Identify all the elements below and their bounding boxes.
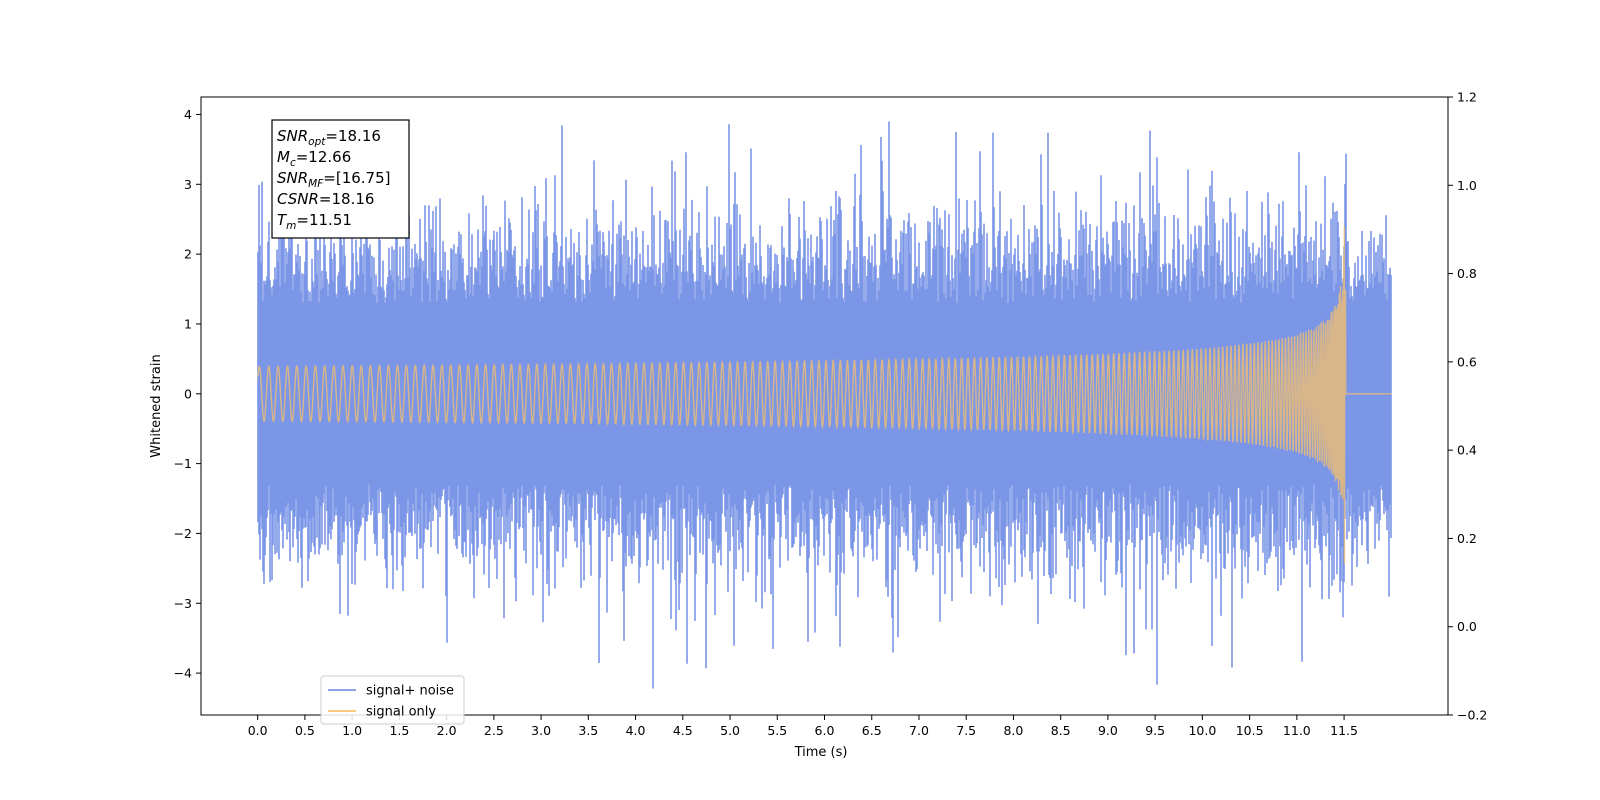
x-axis-label: Time (s) — [794, 745, 848, 760]
y-tick-label: −4 — [174, 666, 192, 681]
annotation-line: SNRopt=18.16 — [277, 127, 381, 148]
x-tick-label: 5.0 — [720, 723, 740, 738]
x-tick-label: 1.5 — [389, 723, 409, 738]
y2-tick-label: 0.0 — [1457, 619, 1477, 634]
x-tick-label: 7.5 — [956, 723, 976, 738]
x-tick-label: 6.5 — [862, 723, 882, 738]
x-tick-label: 4.0 — [626, 723, 646, 738]
x-tick-label: 7.0 — [909, 723, 929, 738]
x-tick-label: 10.5 — [1236, 723, 1264, 738]
y2-tick-label: 0.6 — [1457, 354, 1477, 369]
legend-entry-label: signal only — [366, 705, 436, 720]
y2-tick-label: 1.2 — [1457, 90, 1477, 105]
x-tick-label: 5.5 — [767, 723, 787, 738]
y-tick-label: −3 — [174, 596, 192, 611]
x-tick-label: 9.0 — [1098, 723, 1118, 738]
x-tick-label: 3.0 — [531, 723, 551, 738]
y-tick-label: 1 — [184, 316, 192, 331]
series-layer — [257, 121, 1392, 689]
legend: signal+ noise signal only — [320, 675, 465, 725]
y-tick-label: −2 — [174, 526, 192, 541]
x-tick-label: 1.0 — [342, 723, 362, 738]
x-tick-label: 11.5 — [1330, 723, 1358, 738]
x-tick-label: 4.5 — [673, 723, 693, 738]
legend-entry-label: signal+ noise — [366, 684, 454, 699]
x-tick-label: 2.0 — [437, 723, 457, 738]
y2-tick-label: 1.0 — [1457, 178, 1477, 193]
x-tick-label: 8.0 — [1003, 723, 1023, 738]
x-tick-label: 0.0 — [248, 723, 268, 738]
y2-tick-label: 0.8 — [1457, 266, 1477, 281]
y2-axis-right: −0.2 0.0 0.2 0.4 0.6 0.8 1.0 1.2 — [1448, 90, 1487, 723]
annotation-line: Tm=11.51 — [277, 211, 352, 232]
annotation-line: SNRMF=[16.75] — [277, 169, 391, 190]
x-tick-label: 8.5 — [1051, 723, 1071, 738]
annotation-frame — [271, 119, 410, 239]
x-tick-label: 11.0 — [1283, 723, 1311, 738]
y-tick-label: 2 — [184, 247, 192, 262]
y2-tick-label: 0.4 — [1457, 443, 1477, 458]
x-tick-label: 9.5 — [1145, 723, 1165, 738]
y-tick-label: −1 — [174, 456, 192, 471]
x-tick-label: 0.5 — [295, 723, 315, 738]
y-tick-label: 0 — [184, 386, 192, 401]
annotation-line: CSNR=18.16 — [277, 190, 374, 208]
y-tick-label: 4 — [184, 107, 192, 122]
y2-tick-label: −0.2 — [1457, 708, 1487, 723]
y2-tick-label: 0.2 — [1457, 531, 1477, 546]
legend-frame — [320, 675, 465, 725]
y-axis: −4 −3 −2 −1 0 1 2 3 4 — [174, 107, 201, 681]
series-line-signal-only — [257, 226, 1392, 564]
x-axis: 0.0 0.5 1.0 1.5 2.0 2.5 3.0 3.5 4.0 4.5 5.0 5.5 6.0 6… — [248, 715, 1358, 738]
x-tick-label: 2.5 — [484, 723, 504, 738]
y-axis-label: Whitened strain — [149, 354, 164, 457]
x-tick-label: 10.0 — [1188, 723, 1216, 738]
y-tick-label: 3 — [184, 177, 192, 192]
stats-annotation-box: SNRopt=18.16Mc=12.66SNRMF=[16.75]CSNR=18… — [271, 119, 410, 239]
annotation-line: Mc=12.66 — [277, 148, 351, 169]
x-tick-label: 6.0 — [815, 723, 835, 738]
x-tick-label: 3.5 — [578, 723, 598, 738]
